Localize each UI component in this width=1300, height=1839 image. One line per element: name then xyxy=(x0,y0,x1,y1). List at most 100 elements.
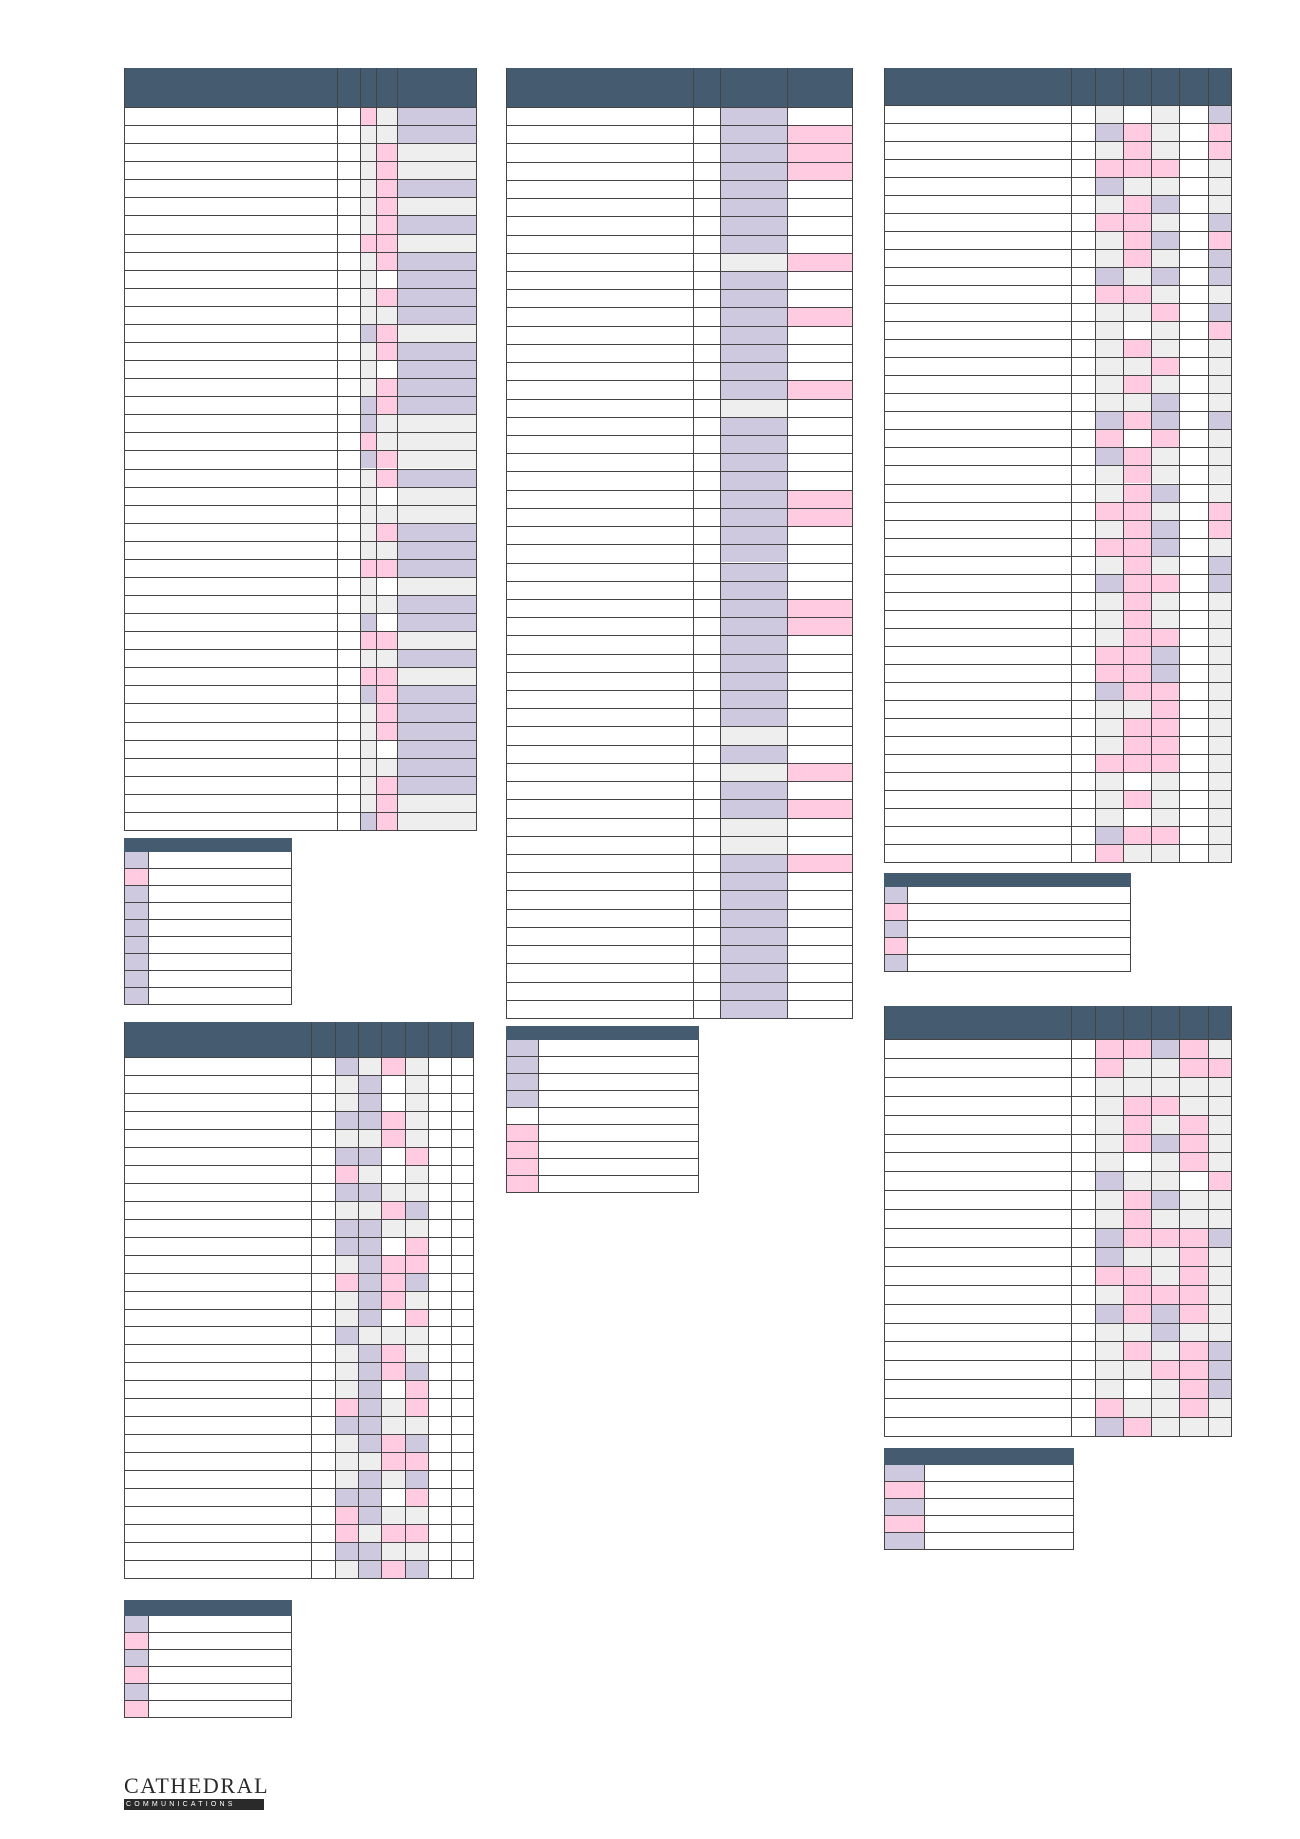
legend-row-divider xyxy=(124,1700,292,1701)
table-cell xyxy=(1095,105,1123,124)
table-cell xyxy=(1095,699,1123,718)
row-divider xyxy=(124,721,477,723)
table-row xyxy=(506,890,853,909)
row-divider xyxy=(884,375,1232,377)
table-cell xyxy=(1123,357,1151,376)
row-divider xyxy=(124,1488,474,1490)
table-cell xyxy=(358,1290,381,1309)
table-cell xyxy=(360,143,376,162)
table-row xyxy=(124,1416,474,1435)
table-cell xyxy=(1151,825,1179,844)
table-row xyxy=(884,375,1232,394)
table-cell xyxy=(787,289,853,308)
table-cell xyxy=(376,450,397,469)
table-cell xyxy=(405,1254,428,1273)
table-cell xyxy=(358,1092,381,1111)
table-cell xyxy=(720,289,787,308)
table-row xyxy=(124,793,477,812)
row-divider xyxy=(124,287,477,289)
table-cell xyxy=(381,1488,405,1507)
row-divider xyxy=(884,1209,1232,1211)
table-cell xyxy=(1151,609,1179,628)
table-cell xyxy=(720,362,787,381)
table-cell xyxy=(1123,645,1151,664)
table-cell xyxy=(787,434,853,454)
table-cell xyxy=(1151,303,1179,322)
table-header xyxy=(884,1006,1232,1039)
table-cell xyxy=(1179,1341,1208,1361)
table-cell xyxy=(1151,177,1179,196)
table-cell xyxy=(1208,339,1232,358)
table-cell xyxy=(451,1434,474,1453)
table-cell xyxy=(720,179,787,199)
table-cell xyxy=(376,432,397,451)
table-row xyxy=(124,1218,474,1237)
table-cell xyxy=(720,526,787,545)
table-cell xyxy=(358,1416,381,1435)
legend-swatch xyxy=(506,1040,538,1057)
row-divider xyxy=(506,526,853,528)
table-cell xyxy=(787,489,853,508)
table-cell xyxy=(358,1308,381,1327)
table-cell xyxy=(451,1506,474,1525)
row-divider xyxy=(124,811,477,813)
row-divider xyxy=(124,1057,474,1058)
table-cell xyxy=(1123,411,1151,430)
table-cell xyxy=(376,287,397,306)
table-cell xyxy=(1208,1171,1232,1191)
table-cell xyxy=(1095,1341,1123,1361)
table-cell xyxy=(1123,483,1151,502)
row-divider xyxy=(884,1095,1232,1097)
row-divider xyxy=(506,307,853,309)
table-cell xyxy=(1095,1322,1123,1342)
table-cell xyxy=(451,1128,474,1147)
legend-column-divider xyxy=(506,1040,507,1193)
table-row xyxy=(506,270,853,290)
row-divider xyxy=(506,362,853,364)
table-row xyxy=(124,1560,474,1578)
table-cell xyxy=(1123,375,1151,394)
row-divider xyxy=(884,411,1232,413)
table-cell xyxy=(405,1416,428,1435)
row-divider xyxy=(884,231,1232,233)
table-row xyxy=(124,468,477,487)
table-cell xyxy=(1151,1228,1179,1247)
row-divider xyxy=(124,1560,474,1562)
table-cell xyxy=(1123,825,1151,844)
legend-swatch xyxy=(124,1701,148,1718)
table-cell xyxy=(335,1380,358,1399)
table-cell xyxy=(376,360,397,379)
table-cell xyxy=(787,617,853,636)
table-cell xyxy=(397,721,477,740)
table-cell xyxy=(1208,1152,1232,1172)
row-divider xyxy=(884,1171,1232,1173)
table-cell xyxy=(381,1164,405,1183)
table-t1 xyxy=(124,68,477,831)
table-cell xyxy=(787,981,853,1000)
table-cell xyxy=(787,325,853,344)
row-divider xyxy=(506,489,853,491)
table-cell xyxy=(397,378,477,397)
table-cell xyxy=(405,1326,428,1345)
table-cell xyxy=(1208,159,1232,178)
table-row xyxy=(124,1182,474,1201)
table-row xyxy=(506,380,853,399)
table-cell xyxy=(335,1200,358,1219)
table-cell xyxy=(720,781,787,800)
table-cell xyxy=(335,1308,358,1327)
table-cell xyxy=(360,341,376,361)
table-cell xyxy=(376,757,397,776)
table-cell xyxy=(381,1074,405,1093)
table-cell xyxy=(787,125,853,144)
table-cell xyxy=(1095,267,1123,286)
logo-wordmark: CATHEDRAL xyxy=(124,1773,270,1798)
table-cell xyxy=(1208,141,1232,160)
table-cell xyxy=(1123,321,1151,340)
table-row xyxy=(884,735,1232,754)
row-divider xyxy=(124,1164,474,1166)
table-cell xyxy=(335,1560,358,1578)
table-cell xyxy=(397,179,477,198)
table-row xyxy=(884,1076,1232,1096)
table-cell xyxy=(720,562,787,581)
table-cell xyxy=(381,1560,405,1578)
